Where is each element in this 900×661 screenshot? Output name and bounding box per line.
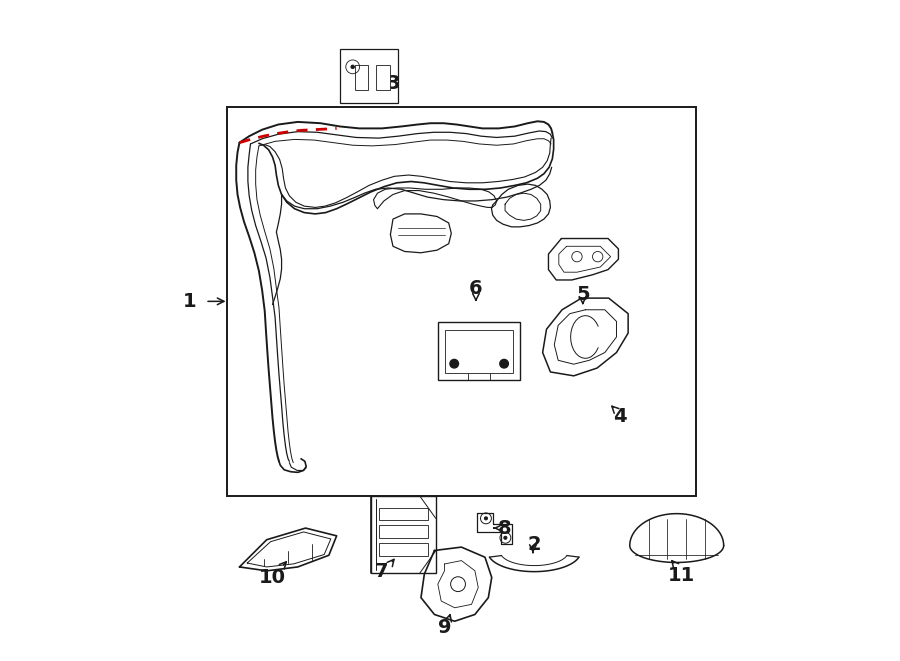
Bar (227, 107, 697, 496)
Text: 8: 8 (498, 519, 511, 537)
Text: 7: 7 (375, 562, 389, 581)
Text: 1: 1 (183, 292, 196, 311)
Text: 9: 9 (438, 617, 452, 637)
Circle shape (500, 360, 508, 368)
Bar (438, 322, 520, 381)
Text: 11: 11 (669, 566, 696, 585)
Text: 5: 5 (576, 286, 590, 304)
Bar (379, 525, 428, 538)
Circle shape (450, 360, 458, 368)
Bar (371, 496, 436, 573)
Text: 6: 6 (469, 279, 482, 298)
Circle shape (351, 65, 355, 69)
Bar (446, 330, 513, 373)
Text: 10: 10 (258, 568, 285, 588)
Circle shape (484, 517, 488, 520)
Bar (379, 543, 428, 556)
Text: 4: 4 (613, 407, 626, 426)
Bar (376, 65, 390, 91)
Bar (355, 65, 368, 91)
Bar (340, 49, 398, 103)
Text: 2: 2 (527, 535, 541, 554)
Bar (379, 508, 428, 520)
Text: 3: 3 (386, 73, 400, 93)
Circle shape (504, 536, 507, 539)
